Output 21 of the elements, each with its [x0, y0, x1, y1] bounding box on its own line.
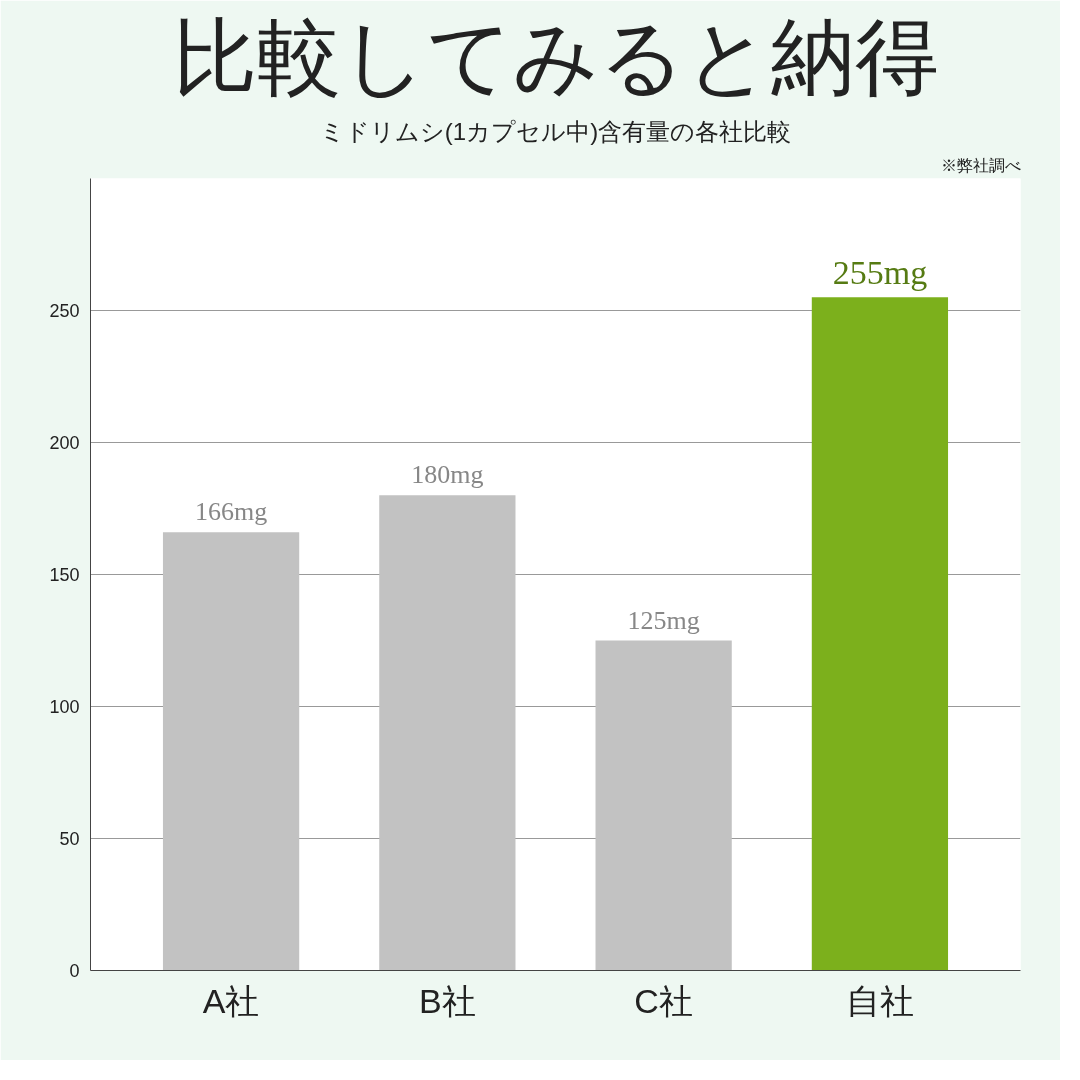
- x-tick-label: 自社: [845, 981, 914, 1020]
- data-label: 255mg: [832, 254, 928, 292]
- bar: [379, 495, 516, 971]
- y-tick-label: 100: [49, 697, 80, 717]
- chart-subtitle: ミドリムシ(1カプセル中)含有量の各社比較: [319, 117, 792, 145]
- y-tick-label: 150: [49, 565, 80, 585]
- data-label: 125mg: [627, 605, 700, 635]
- x-tick-label: C社: [634, 981, 693, 1020]
- bar: [595, 640, 732, 971]
- data-label: 180mg: [411, 460, 484, 490]
- y-tick-label: 50: [59, 829, 80, 849]
- x-tick-label: A社: [202, 981, 260, 1020]
- bar: [811, 297, 949, 971]
- chart-title: 比較してみると納得: [172, 7, 939, 106]
- x-tick-label: B社: [419, 981, 476, 1020]
- y-tick-label: 0: [69, 961, 80, 981]
- y-tick-label: 200: [49, 433, 80, 453]
- data-label: 166mg: [194, 497, 268, 527]
- text: ※弊社調べ: [940, 156, 1021, 174]
- bar: [162, 532, 300, 971]
- y-tick-label: 250: [49, 301, 80, 321]
